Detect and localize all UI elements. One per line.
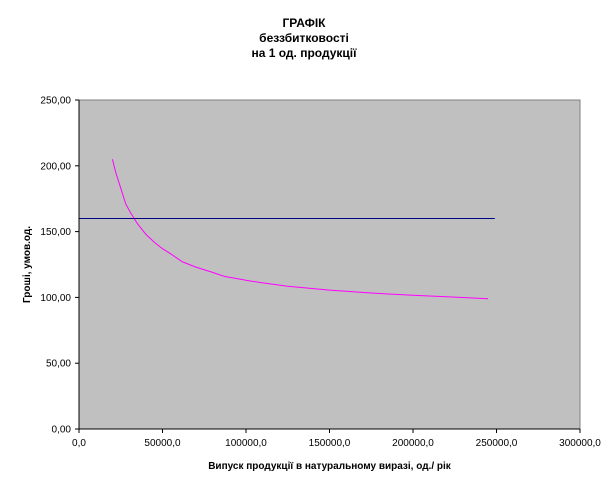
plot-area [78,99,581,430]
y-tick-label: 250,00 [40,96,71,107]
y-tick-label: 0,00 [52,425,72,436]
x-tick-label: 300000,0 [559,438,601,449]
x-tick-label: 150000,0 [309,438,351,449]
x-tick-label: 250000,0 [476,438,518,449]
x-tick-label: 50000,0 [144,438,181,449]
chart-title-line-1: ГРАФІК [282,16,326,30]
chart-title: ГРАФІК беззбитковості на 1 од. продукції [0,16,608,61]
y-tick-label: 150,00 [40,227,71,238]
y-axis-title: Гроші, умов.од. [22,226,33,303]
chart-title-line-3: на 1 од. продукції [251,46,357,60]
chart-title-line-2: беззбитковості [259,31,349,45]
axis-layer: 0,0 50000,0 100000,0 150000,0 200000,0 250000… [40,96,601,450]
series-line-1 [111,159,489,300]
x-axis-title: Випуск продукції в натуральному виразі, … [208,461,452,472]
x-tick-label: 100000,0 [225,438,267,449]
x-tick-label: 0,0 [72,438,86,449]
series-layer [79,159,495,300]
y-tick-label: 50,00 [46,359,71,370]
y-tick-label: 100,00 [40,293,71,304]
x-tick-label: 200000,0 [392,438,434,449]
y-tick-label: 200,00 [40,161,71,172]
